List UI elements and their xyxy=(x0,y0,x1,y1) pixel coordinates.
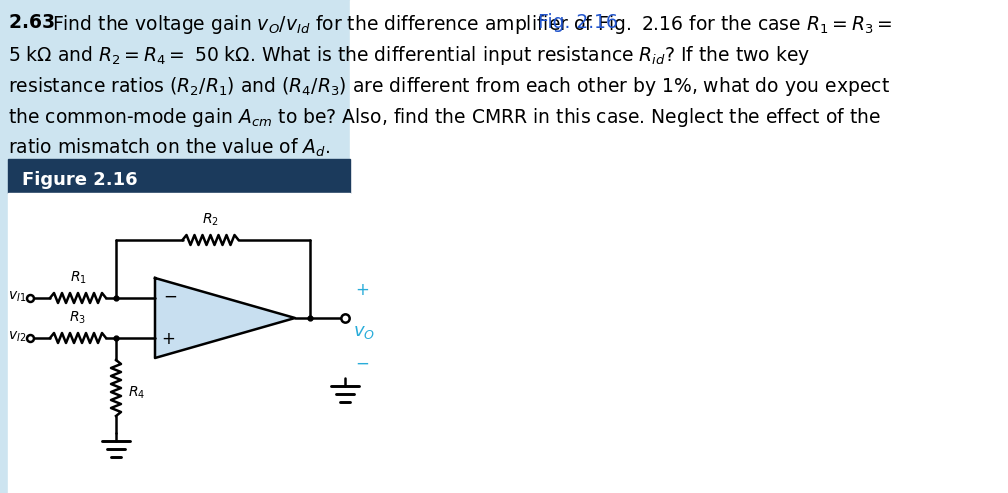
Text: resistance ratios ($R_2/R_1$) and ($R_4/R_3$) are different from each other by 1: resistance ratios ($R_2/R_1$) and ($R_4/… xyxy=(8,75,890,98)
Text: $v_{I2}$: $v_{I2}$ xyxy=(8,330,26,344)
Text: $R_2$: $R_2$ xyxy=(202,211,219,228)
Text: $\mathbf{2.63}$: $\mathbf{2.63}$ xyxy=(8,13,54,32)
Bar xyxy=(8,159,350,193)
Text: ratio mismatch on the value of $A_d$.: ratio mismatch on the value of $A_d$. xyxy=(8,137,331,159)
Text: the common-mode gain $A_{cm}$ to be? Also, find the CMRR in this case. Neglect t: the common-mode gain $A_{cm}$ to be? Als… xyxy=(8,106,881,129)
Text: $+$: $+$ xyxy=(161,330,175,348)
Text: $v_O$: $v_O$ xyxy=(353,323,375,341)
Text: $R_4$: $R_4$ xyxy=(128,385,145,401)
Text: $v_{I1}$: $v_{I1}$ xyxy=(8,290,26,304)
Text: $+$: $+$ xyxy=(355,281,369,299)
Text: $R_1$: $R_1$ xyxy=(70,270,87,286)
Bar xyxy=(350,0,1008,493)
Text: 5 k$\Omega$ and $R_2 = R_4 =$ 50 k$\Omega$. What is the differential input resis: 5 k$\Omega$ and $R_2 = R_4 =$ 50 k$\Omeg… xyxy=(8,44,810,67)
Text: Figure 2.16: Figure 2.16 xyxy=(22,171,138,189)
Text: Fig. 2.16: Fig. 2.16 xyxy=(538,13,618,32)
Bar xyxy=(8,193,350,493)
Text: $-$: $-$ xyxy=(355,354,369,372)
Text: Find the voltage gain $v_O/v_{Id}$ for the difference amplifier of $\mathrm{Fig.: Find the voltage gain $v_O/v_{Id}$ for t… xyxy=(52,13,892,36)
Polygon shape xyxy=(155,278,295,358)
Text: $-$: $-$ xyxy=(163,287,177,305)
Text: $R_3$: $R_3$ xyxy=(70,310,87,326)
